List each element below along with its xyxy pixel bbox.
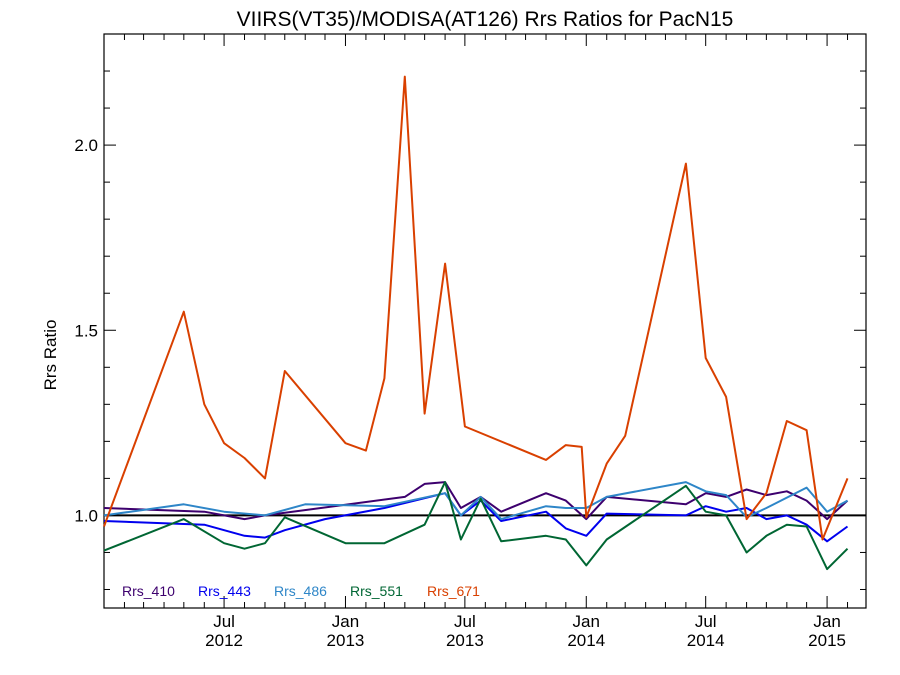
- legend-entry-rrs-443: Rrs_443: [198, 583, 251, 599]
- x-tick-label-month: Jan: [332, 612, 359, 631]
- legend-entry-rrs-486: Rrs_486: [274, 583, 327, 599]
- series-line-rrs-410: [103, 481, 849, 521]
- y-tick-label: 1.5: [74, 321, 98, 340]
- y-tick-label: 1.0: [74, 506, 98, 525]
- x-tick-label-month: Jul: [213, 612, 235, 631]
- x-tick-label-year: 2013: [327, 631, 365, 650]
- plot-area: 1.01.52.0Jul2012Jan2013Jul2013Jan2014Jul…: [74, 33, 867, 650]
- x-tick-label-year: 2015: [808, 631, 846, 650]
- y-tick-label: 2.0: [74, 136, 98, 155]
- series-line-rrs-486: [103, 481, 848, 521]
- x-tick-label-year: 2013: [446, 631, 484, 650]
- x-tick-label-month: Jul: [695, 612, 717, 631]
- x-tick-label-year: 2012: [205, 631, 243, 650]
- legend-entry-rrs-671: Rrs_671: [427, 583, 480, 599]
- x-tick-label-month: Jan: [813, 612, 840, 631]
- x-tick-label-year: 2014: [687, 631, 725, 650]
- series-line-rrs-551: [103, 481, 849, 571]
- x-tick-label-month: Jan: [573, 612, 600, 631]
- y-axis-label: Rrs Ratio: [41, 320, 60, 391]
- legend-entry-rrs-551: Rrs_551: [350, 583, 403, 599]
- plot-frame: [103, 33, 867, 609]
- series-line-rrs-671: [103, 75, 849, 541]
- x-tick-label-month: Jul: [454, 612, 476, 631]
- series-line-rrs-443: [103, 492, 849, 543]
- legend-entry-rrs-410: Rrs_410: [122, 583, 175, 599]
- x-tick-label-year: 2014: [567, 631, 605, 650]
- chart-title: VIIRS(VT35)/MODISA(AT126) Rrs Ratios for…: [237, 8, 734, 31]
